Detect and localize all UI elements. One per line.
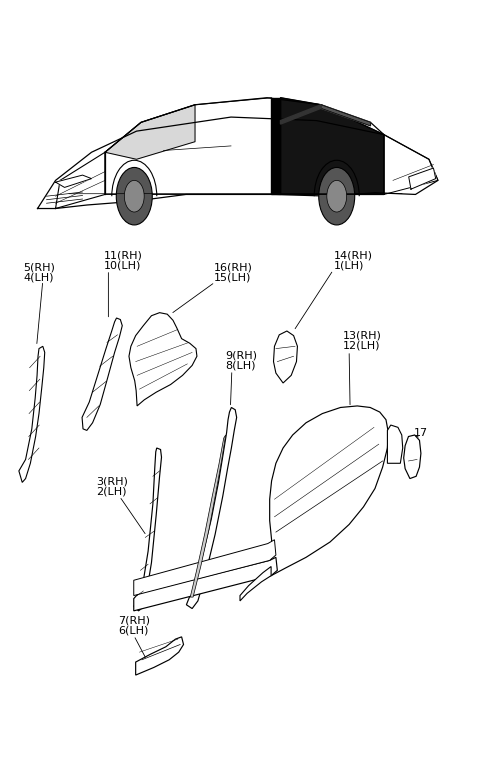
Circle shape: [327, 181, 347, 212]
Circle shape: [124, 181, 144, 212]
Text: 13(RH): 13(RH): [343, 331, 382, 341]
Text: 15(LH): 15(LH): [214, 272, 251, 282]
Text: 1(LH): 1(LH): [333, 260, 364, 270]
Text: 17: 17: [414, 428, 428, 438]
Polygon shape: [82, 318, 122, 430]
Polygon shape: [56, 152, 105, 208]
Polygon shape: [37, 117, 438, 208]
Polygon shape: [136, 637, 183, 675]
Text: 8(LH): 8(LH): [226, 360, 256, 370]
Text: 4(LH): 4(LH): [24, 272, 54, 282]
Polygon shape: [321, 105, 371, 126]
Circle shape: [319, 168, 355, 225]
Text: 3(RH): 3(RH): [96, 476, 128, 486]
Polygon shape: [280, 105, 321, 124]
Polygon shape: [134, 558, 277, 611]
Circle shape: [116, 168, 152, 225]
Polygon shape: [280, 98, 384, 195]
Text: 5(RH): 5(RH): [24, 262, 56, 272]
Text: 10(LH): 10(LH): [104, 260, 141, 270]
Polygon shape: [134, 540, 276, 595]
Polygon shape: [19, 346, 45, 483]
Polygon shape: [404, 435, 421, 479]
Text: 6(LH): 6(LH): [118, 625, 148, 635]
Polygon shape: [105, 105, 195, 159]
Polygon shape: [129, 313, 197, 406]
Text: 9(RH): 9(RH): [226, 350, 258, 360]
Polygon shape: [274, 331, 298, 383]
Polygon shape: [134, 448, 161, 611]
Text: 2(LH): 2(LH): [96, 486, 127, 496]
Polygon shape: [270, 406, 388, 576]
Polygon shape: [190, 435, 226, 597]
Text: 12(LH): 12(LH): [343, 341, 381, 351]
Polygon shape: [387, 425, 403, 463]
Text: 7(RH): 7(RH): [118, 615, 150, 625]
Polygon shape: [240, 567, 271, 601]
Polygon shape: [408, 168, 436, 189]
Text: 11(RH): 11(RH): [104, 250, 143, 260]
Text: 14(RH): 14(RH): [333, 250, 372, 260]
Polygon shape: [56, 175, 92, 188]
Text: 16(RH): 16(RH): [214, 262, 252, 272]
Polygon shape: [384, 135, 438, 195]
Polygon shape: [186, 408, 237, 608]
Polygon shape: [272, 98, 280, 195]
